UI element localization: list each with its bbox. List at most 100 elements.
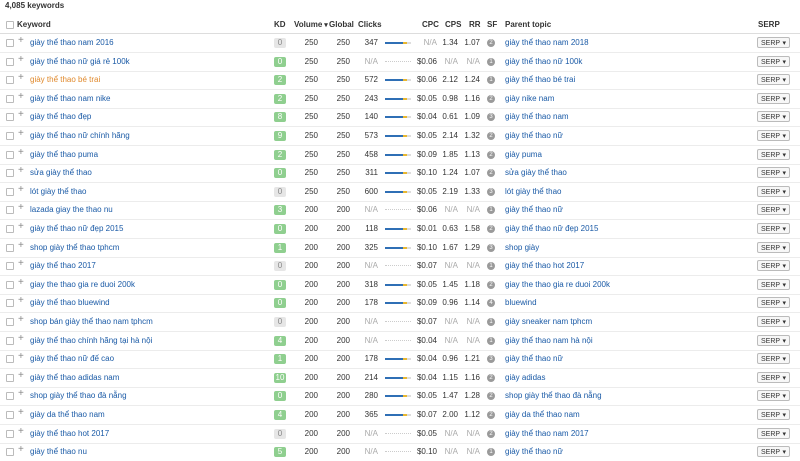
row-checkbox[interactable] <box>6 57 14 66</box>
keyword-link[interactable]: giày thể thao chính hãng tại hà nội <box>30 335 153 345</box>
row-checkbox[interactable] <box>6 336 14 345</box>
row-checkbox[interactable] <box>6 448 14 457</box>
col-volume[interactable]: Volume <box>294 20 328 31</box>
add-button[interactable]: + <box>18 444 24 456</box>
keyword-link[interactable]: shop bán giày thể thao nam tphcm <box>30 317 153 326</box>
add-button[interactable]: + <box>18 239 24 251</box>
keyword-link[interactable]: giay the thao gia re duoi 200k <box>30 279 135 289</box>
col-cpc[interactable]: CPC <box>422 20 439 29</box>
add-button[interactable]: + <box>18 183 24 195</box>
serp-button[interactable]: SERP <box>757 37 790 49</box>
parent-topic-link[interactable]: shop giày thể thao đà nẵng <box>505 391 602 401</box>
add-button[interactable]: + <box>18 314 24 325</box>
row-checkbox[interactable] <box>6 262 14 271</box>
row-checkbox[interactable] <box>6 187 14 196</box>
parent-topic-link[interactable]: giày thể thao nam <box>505 112 569 122</box>
parent-topic-link[interactable]: giày thể thao bé trai <box>505 75 576 85</box>
row-checkbox[interactable] <box>6 392 14 401</box>
parent-topic-link[interactable]: giày nike nam <box>505 93 555 103</box>
row-checkbox[interactable] <box>6 94 14 103</box>
keyword-link[interactable]: giày thể thao nam 2016 <box>30 38 114 47</box>
col-cps[interactable]: CPS <box>445 20 462 29</box>
add-button[interactable]: + <box>18 276 24 288</box>
row-checkbox[interactable] <box>6 355 14 364</box>
parent-topic-link[interactable]: bluewind <box>505 298 537 308</box>
parent-topic-link[interactable]: giày thể thao nam hà nội <box>505 335 593 345</box>
keyword-link[interactable]: lazada giay the thao nu <box>30 205 113 215</box>
add-button[interactable]: + <box>18 258 24 270</box>
add-button[interactable]: + <box>18 202 24 214</box>
keyword-link[interactable]: giày thể thao nu <box>30 447 87 457</box>
keyword-link[interactable]: giày thể thao puma <box>30 149 99 159</box>
keyword-link[interactable]: giày thể thao nữ giá rẻ 100k <box>30 56 130 66</box>
row-checkbox[interactable] <box>6 206 14 215</box>
row-checkbox[interactable] <box>6 76 14 85</box>
add-button[interactable]: + <box>18 109 24 121</box>
parent-topic-link[interactable]: giày adidas <box>505 372 546 382</box>
serp-button[interactable]: SERP <box>757 334 790 347</box>
add-button[interactable]: + <box>18 407 24 418</box>
keyword-link[interactable]: giày thể thao bluewind <box>30 298 110 308</box>
add-button[interactable]: + <box>18 369 24 381</box>
keyword-link[interactable]: shop giày thể thao đà nẵng <box>30 391 127 401</box>
row-checkbox[interactable] <box>6 299 14 308</box>
add-button[interactable]: + <box>18 332 24 344</box>
keyword-link[interactable]: giày thể thao nữ đẹp 2015 <box>30 224 124 233</box>
add-button[interactable]: + <box>18 90 24 102</box>
parent-topic-link[interactable]: lót giày thể thao <box>505 186 562 196</box>
keyword-link[interactable]: giày thể thao nữ đế cao <box>30 354 115 364</box>
serp-button[interactable]: SERP <box>757 316 790 328</box>
keyword-link[interactable]: sửa giày thể thao <box>30 168 92 178</box>
parent-topic-link[interactable]: giày puma <box>505 149 542 159</box>
parent-topic-link[interactable]: giày da thể thao nam <box>505 410 580 419</box>
col-global[interactable]: Global <box>329 20 354 29</box>
keyword-link[interactable]: giày da thể thao nam <box>30 410 105 419</box>
serp-button[interactable]: SERP <box>757 185 790 198</box>
parent-topic-link[interactable]: sửa giày thể thao <box>505 168 567 178</box>
parent-topic-link[interactable]: giày thể thao hot 2017 <box>505 261 585 271</box>
serp-button[interactable]: SERP <box>757 409 790 421</box>
serp-button[interactable]: SERP <box>757 55 790 68</box>
serp-button[interactable]: SERP <box>757 167 790 179</box>
serp-button[interactable]: SERP <box>757 204 790 216</box>
keyword-link[interactable]: giày thể thao adidas nam <box>30 372 120 382</box>
serp-button[interactable]: SERP <box>757 223 790 235</box>
parent-topic-link[interactable]: giay the thao gia re duoi 200k <box>505 279 610 289</box>
row-checkbox[interactable] <box>6 113 14 122</box>
parent-topic-link[interactable]: giày thể thao nữ <box>505 354 563 364</box>
serp-button[interactable]: SERP <box>757 111 790 123</box>
col-keyword[interactable]: Keyword <box>17 20 51 29</box>
add-button[interactable]: + <box>18 53 24 65</box>
add-button[interactable]: + <box>18 146 24 158</box>
keyword-link[interactable]: lót giày thể thao <box>30 186 87 196</box>
row-checkbox[interactable] <box>6 429 14 438</box>
parent-topic-link[interactable]: giày sneaker nam tphcm <box>505 317 593 326</box>
parent-topic-link[interactable]: giày thể thao nữ <box>505 131 563 140</box>
add-button[interactable]: + <box>18 425 24 437</box>
serp-button[interactable]: SERP <box>757 130 790 142</box>
row-checkbox[interactable] <box>6 243 14 252</box>
row-checkbox[interactable] <box>6 280 14 289</box>
select-all-checkbox[interactable] <box>6 21 14 29</box>
serp-button[interactable]: SERP <box>757 427 790 440</box>
parent-topic-link[interactable]: giày thể thao nữ <box>505 447 563 457</box>
keyword-link[interactable]: giày thể thao 2017 <box>30 261 96 271</box>
keyword-link[interactable]: shop giày thể thao tphcm <box>30 242 120 252</box>
row-checkbox[interactable] <box>6 39 14 47</box>
keyword-link[interactable]: giày thể thao hot 2017 <box>30 428 110 438</box>
serp-button[interactable]: SERP <box>757 371 790 384</box>
serp-button[interactable]: SERP <box>757 74 790 86</box>
add-button[interactable]: + <box>18 221 24 232</box>
serp-button[interactable]: SERP <box>757 260 790 272</box>
serp-button[interactable]: SERP <box>757 92 790 105</box>
row-checkbox[interactable] <box>6 411 14 419</box>
keyword-link[interactable]: giày thể thao đẹp <box>30 112 92 122</box>
parent-topic-link[interactable]: giày thể thao nữ <box>505 205 563 215</box>
serp-button[interactable]: SERP <box>757 446 790 458</box>
row-checkbox[interactable] <box>6 318 14 326</box>
parent-topic-link[interactable]: giày thể thao nam 2018 <box>505 38 589 47</box>
serp-button[interactable]: SERP <box>757 353 790 365</box>
serp-button[interactable]: SERP <box>757 148 790 161</box>
row-checkbox[interactable] <box>6 373 14 382</box>
serp-button[interactable]: SERP <box>757 278 790 291</box>
